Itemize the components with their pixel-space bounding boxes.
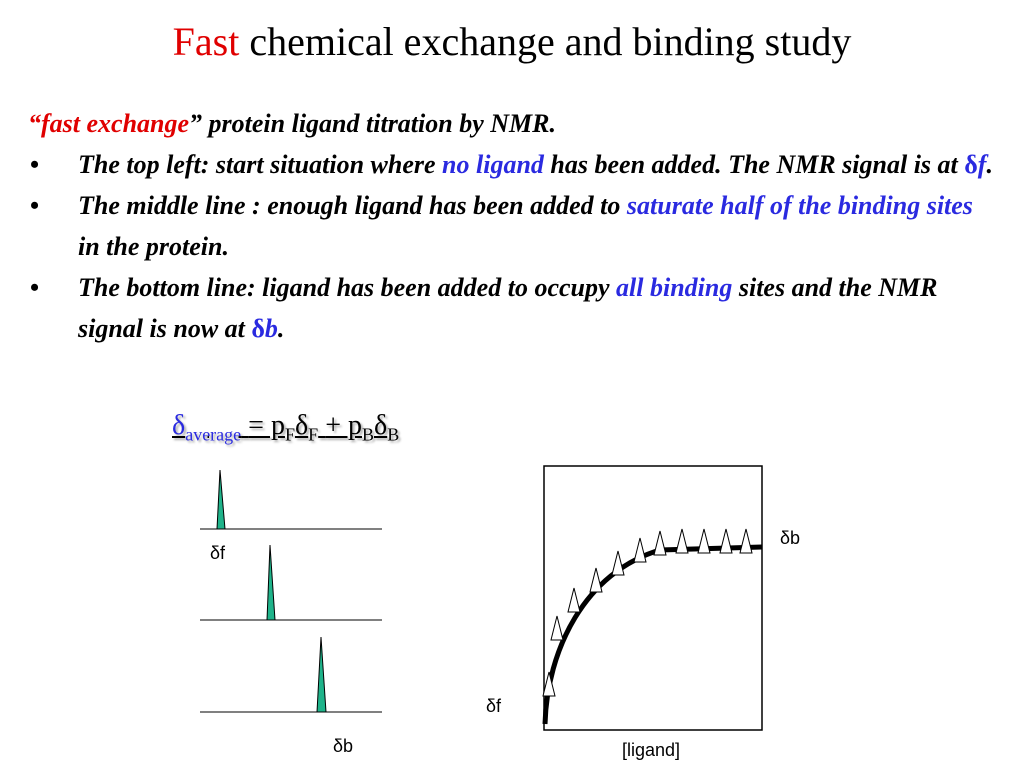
spectrum-label: δf (210, 543, 226, 563)
term: + p (325, 410, 362, 441)
symbol-sub: b (264, 314, 278, 343)
highlight: all binding (616, 273, 733, 302)
text-body: “fast exchange” protein ligand titration… (28, 103, 998, 349)
subscript: F (284, 424, 295, 445)
formula: δaverage = pFδF + pBδB (172, 410, 399, 446)
peak (216, 469, 226, 530)
subscript: average (185, 424, 242, 445)
triangle-marker (653, 530, 667, 556)
triangle-marker (739, 528, 753, 554)
highlight: no ligand (442, 150, 544, 179)
bullet: The bottom line: ligand has been added t… (28, 267, 998, 349)
triangle-marker (611, 550, 625, 576)
plot-frame (543, 465, 763, 731)
symbol: δ (964, 150, 978, 179)
graph-label: δf (486, 696, 502, 716)
slide-title: Fast chemical exchange and binding study (0, 18, 1024, 65)
peak (266, 544, 276, 621)
title-rest: chemical exchange and binding study (249, 19, 852, 64)
triangle-marker (589, 567, 603, 593)
symbol: δ (251, 314, 265, 343)
text: The bottom line: ligand has been added t… (78, 273, 610, 302)
spectrum-label: δb (333, 736, 353, 756)
subscript: F (308, 424, 319, 445)
subscript: B (387, 424, 400, 445)
intro: “fast exchange” protein ligand titration… (28, 103, 998, 144)
triangle-marker (542, 671, 556, 697)
spectra (200, 469, 382, 713)
symbol: δ (294, 410, 309, 441)
term: = p (248, 410, 285, 441)
intro-text: ” protein ligand titration by NMR. (189, 109, 556, 138)
text: sites and the NMR signal is now at (78, 273, 938, 343)
x-axis-label: [ligand] (622, 740, 680, 760)
bullet: The middle line : enough ligand has been… (28, 185, 998, 267)
graph-label: δb (780, 528, 800, 548)
text: in the protein. (78, 232, 229, 261)
triangle-marker (567, 587, 581, 613)
text: . (986, 150, 993, 179)
text: The middle line : enough ligand has been… (78, 191, 621, 220)
title-word: Fast (172, 19, 240, 64)
peak (316, 636, 327, 713)
symbol: δ (374, 410, 388, 441)
triangle-marker (550, 615, 564, 641)
highlight: saturate half of the binding sites (626, 191, 973, 220)
triangle-marker (719, 528, 733, 554)
symbol: δ (172, 410, 186, 441)
subscript: B (361, 424, 374, 445)
triangle-marker (675, 528, 689, 554)
triangle-marker (697, 528, 711, 554)
data-points (542, 528, 753, 697)
intro-highlight: “fast exchange (28, 109, 190, 138)
triangle-marker (633, 537, 647, 563)
text: The top left: start situation where (78, 150, 436, 179)
symbol-sub: f (977, 150, 987, 179)
text: has been added. The NMR signal is at (550, 150, 958, 179)
binding-curve (542, 544, 763, 725)
text: . (277, 314, 285, 343)
bullet: The top left: start situation where no l… (28, 144, 998, 185)
